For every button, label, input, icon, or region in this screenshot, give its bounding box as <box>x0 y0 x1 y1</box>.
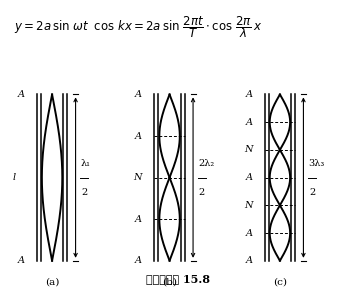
Text: λ₁: λ₁ <box>81 159 91 168</box>
Text: 3λ₃: 3λ₃ <box>309 159 325 168</box>
Text: 2: 2 <box>81 188 87 197</box>
Text: A: A <box>245 90 252 99</box>
Text: A: A <box>135 256 142 265</box>
Text: A: A <box>17 256 25 265</box>
Text: 2: 2 <box>309 188 315 197</box>
Text: (a): (a) <box>45 277 59 286</box>
Text: N: N <box>244 201 252 210</box>
Text: $y = 2a\,\sin\,\omega t\;\;\cos\,kx = 2a\,\sin\,\dfrac{2\pi t}{T}\cdot\cos\,\dfr: $y = 2a\,\sin\,\omega t\;\;\cos\,kx = 2a… <box>14 14 262 40</box>
Text: चित्र 15.8: चित्र 15.8 <box>146 273 210 284</box>
Text: A: A <box>245 228 252 237</box>
Text: 2: 2 <box>199 188 205 197</box>
Text: A: A <box>135 215 142 224</box>
Text: N: N <box>134 173 142 182</box>
Text: l: l <box>13 173 16 182</box>
Text: (c): (c) <box>273 277 287 286</box>
Text: A: A <box>17 90 25 99</box>
Text: N: N <box>244 145 252 154</box>
Text: A: A <box>245 256 252 265</box>
Text: A: A <box>245 118 252 127</box>
Text: A: A <box>245 173 252 182</box>
Text: A: A <box>135 132 142 141</box>
Text: 2λ₂: 2λ₂ <box>198 159 214 168</box>
Text: A: A <box>135 90 142 99</box>
Text: (b): (b) <box>162 277 177 286</box>
